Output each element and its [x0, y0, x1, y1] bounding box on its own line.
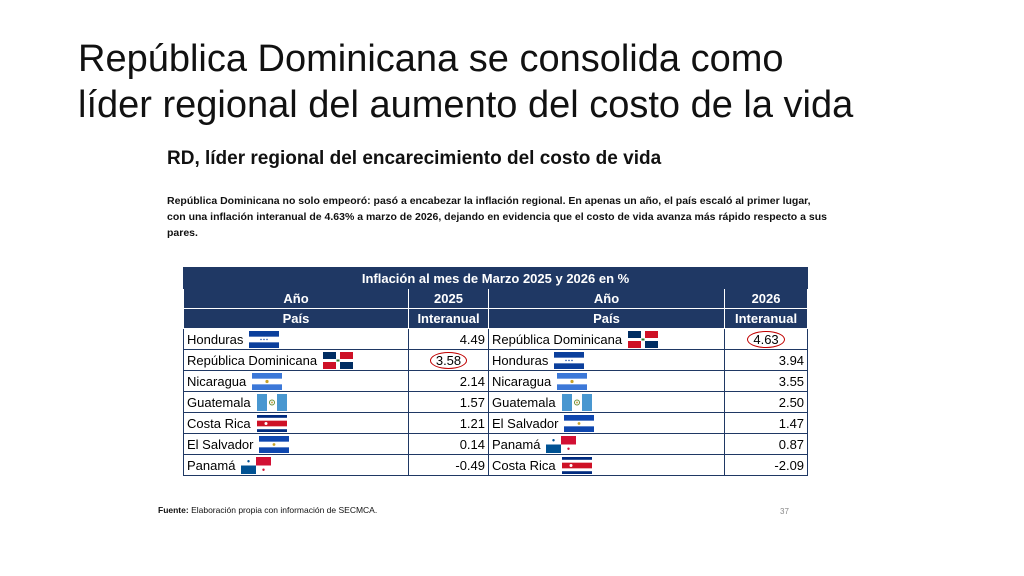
costa-rica-flag-icon — [561, 457, 592, 475]
right-value-cell: 3.55 — [723, 370, 809, 393]
left-value-cell: 0.14 — [408, 433, 489, 456]
highlighted-value: 3.58 — [429, 351, 468, 369]
interanual-header-left: Interanual — [408, 308, 489, 329]
country-name: República Dominicana — [187, 353, 318, 369]
left-country-cell: Honduras — [183, 327, 409, 351]
source-note: Fuente: Elaboración propia con informaci… — [158, 505, 377, 515]
inflation-value: 0.14 — [459, 436, 485, 452]
right-country-cell: El Salvador — [488, 412, 725, 435]
inflation-value: 4.49 — [459, 331, 485, 347]
year-2025-header: 2025 — [408, 288, 489, 309]
left-value-cell: 1.57 — [408, 391, 489, 414]
table-title: Inflación al mes de Marzo 2025 y 2026 en… — [182, 267, 809, 289]
source-label: Fuente: — [158, 505, 189, 515]
slide-title: República Dominicana se consolida como l… — [78, 36, 998, 128]
el-salvador-flag-icon — [564, 415, 595, 433]
inflation-value: 3.94 — [778, 352, 805, 368]
country-name: República Dominicana — [492, 332, 623, 348]
highlighted-value: 4.63 — [747, 330, 785, 348]
interanual-header-right: Interanual — [723, 308, 809, 329]
guatemala-flag-icon — [561, 394, 592, 412]
country-name: Nicaragua — [492, 374, 552, 390]
year-label-right: Año — [488, 288, 725, 309]
nicaragua-flag-icon — [252, 373, 283, 391]
nicaragua-flag-icon — [557, 373, 588, 391]
right-value-cell: 0.87 — [723, 433, 809, 456]
country-name: Guatemala — [187, 395, 251, 411]
chart-subtitle: RD, líder regional del encarecimiento de… — [167, 148, 662, 169]
inflation-value: 3.55 — [778, 373, 805, 389]
left-country-cell: Nicaragua — [183, 370, 409, 393]
left-country-cell: El Salvador — [183, 433, 409, 456]
left-value-cell: -0.49 — [408, 454, 489, 477]
honduras-flag-icon — [249, 331, 280, 349]
costa-rica-flag-icon — [256, 415, 287, 433]
right-country-cell: Nicaragua — [488, 370, 725, 393]
panama-flag-icon — [241, 457, 272, 475]
right-country-cell: Costa Rica — [488, 454, 725, 477]
dominican-republic-flag-icon — [323, 352, 354, 370]
country-name: Guatemala — [492, 395, 556, 411]
country-header-left: País — [183, 308, 409, 329]
inflation-value: -2.09 — [774, 457, 805, 473]
table-row: Panamá -0.49 Costa Rica -2.09 — [183, 454, 809, 477]
table-row: República Dominicana 3.58 Honduras 3.94 — [183, 349, 809, 372]
country-header-right: País — [488, 308, 725, 329]
year-2026-header: 2026 — [723, 288, 809, 309]
country-name: El Salvador — [492, 416, 559, 432]
year-label-left: Año — [183, 288, 409, 309]
country-name: Panamá — [187, 458, 236, 474]
right-country-cell: Guatemala — [488, 391, 725, 414]
table-row: Costa Rica 1.21 El Salvador 1.47 — [183, 412, 809, 435]
inflation-value: 2.50 — [778, 394, 805, 410]
country-name: Costa Rica — [492, 458, 556, 474]
right-value-cell: 3.94 — [723, 349, 809, 372]
dominican-republic-flag-icon — [628, 331, 659, 349]
right-country-cell: Panamá — [488, 433, 725, 456]
table-body: Honduras 4.49 República Dominicana 4.63 Repú… — [183, 327, 809, 477]
table-row: El Salvador 0.14 Panamá 0.87 — [183, 433, 809, 456]
inflation-value: 1.47 — [778, 415, 805, 431]
table-row: Honduras 4.49 República Dominicana 4.63 — [183, 327, 809, 351]
left-country-cell: República Dominicana — [183, 349, 409, 372]
country-name: Honduras — [492, 353, 549, 369]
description-paragraph: República Dominicana no solo empeoró: pa… — [167, 195, 827, 239]
right-country-cell: Honduras — [488, 349, 725, 372]
left-country-cell: Costa Rica — [183, 412, 409, 435]
panama-flag-icon — [546, 436, 577, 454]
right-value-cell: 4.63 — [723, 327, 809, 351]
right-value-cell: -2.09 — [723, 454, 809, 477]
el-salvador-flag-icon — [259, 436, 290, 454]
slide-title-line-2: líder regional del aumento del costo de … — [78, 84, 854, 126]
right-value-cell: 2.50 — [723, 391, 809, 414]
source-text: Elaboración propia con información de SE… — [188, 505, 378, 515]
left-value-cell: 1.21 — [408, 412, 489, 435]
right-value-cell: 1.47 — [723, 412, 809, 435]
left-value-cell: 3.58 — [408, 349, 489, 372]
country-name: Costa Rica — [187, 416, 251, 432]
left-value-cell: 2.14 — [408, 370, 489, 393]
country-name: Panamá — [492, 437, 541, 453]
country-name: El Salvador — [187, 437, 254, 453]
inflation-value: 1.21 — [459, 415, 485, 431]
table-row: Nicaragua 2.14 Nicaragua 3.55 — [183, 370, 809, 393]
inflation-value: -0.49 — [455, 457, 485, 473]
inflation-value: 0.87 — [778, 436, 805, 452]
inflation-value: 1.57 — [459, 394, 485, 410]
inflation-table: Inflación al mes de Marzo 2025 y 2026 en… — [182, 267, 809, 477]
inflation-value: 2.14 — [459, 373, 485, 389]
slide-title-line-1: República Dominicana se consolida como — [78, 38, 784, 80]
page-number: 37 — [780, 507, 789, 516]
country-name: Nicaragua — [187, 374, 247, 390]
guatemala-flag-icon — [256, 394, 287, 412]
left-value-cell: 4.49 — [408, 327, 489, 351]
table-row: Guatemala 1.57 Guatemala 2.50 — [183, 391, 809, 414]
left-country-cell: Guatemala — [183, 391, 409, 414]
country-name: Honduras — [187, 332, 244, 348]
right-country-cell: República Dominicana — [488, 327, 725, 351]
left-country-cell: Panamá — [183, 454, 409, 477]
honduras-flag-icon — [554, 352, 585, 370]
